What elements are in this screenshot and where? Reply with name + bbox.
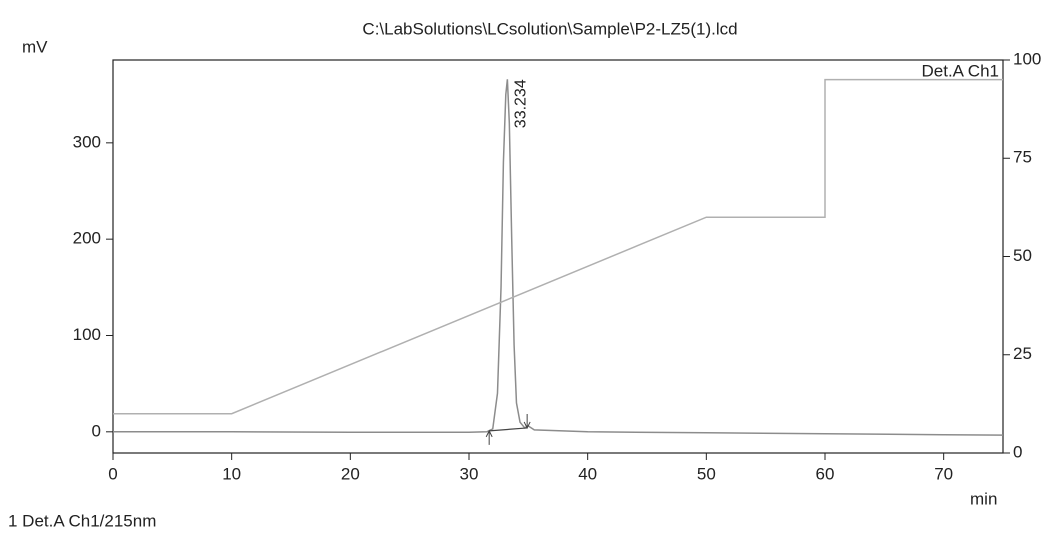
x-tick-label: 70 [934,464,953,483]
chart-title: C:\LabSolutions\LCsolution\Sample\P2-LZ5… [362,19,737,38]
series-line [113,78,1003,415]
x-tick-label: 50 [697,464,716,483]
y2-tick-label: 50 [1013,246,1032,265]
y2-tick-label: 75 [1013,148,1032,167]
y2-tick-label: 0 [1013,442,1022,461]
y-tick-label: 100 [73,325,101,344]
peak-label: 33.234 [513,79,530,128]
x-tick-label: 60 [816,464,835,483]
y-tick-label: 0 [92,421,101,440]
plot-frame [112,59,1004,454]
y-axis-label: mV [22,37,48,56]
y2-tick-label: 100 [1013,49,1041,68]
legend-label: Det.A Ch1 [922,61,1000,80]
x-tick-label: 10 [222,464,241,483]
integration-marker [485,429,493,445]
x-tick-label: 20 [341,464,360,483]
y2-tick-label: 25 [1013,344,1032,363]
integration-baseline [489,427,528,432]
x-tick-label: 0 [108,464,117,483]
footnote: 1 Det.A Ch1/215nm [8,511,156,530]
y-tick-label: 300 [73,132,101,151]
y-tick-label: 200 [73,229,101,248]
integration-marker [523,413,531,430]
x-tick-label: 40 [578,464,597,483]
series-line [113,79,1004,436]
x-tick-label: 30 [460,464,479,483]
x-axis-label: min [970,489,997,508]
